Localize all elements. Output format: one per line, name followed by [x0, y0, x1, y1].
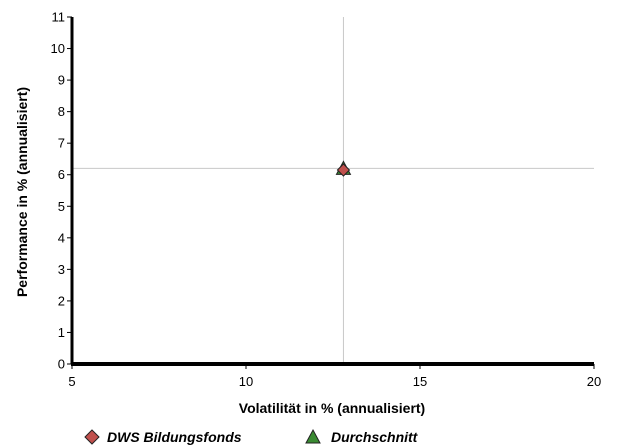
y-tick-label: 3 [58, 262, 65, 277]
x-tick-label: 5 [68, 374, 75, 389]
y-tick-label: 11 [52, 10, 66, 25]
x-tick-label: 10 [239, 374, 253, 389]
x-tick-label: 20 [587, 374, 601, 389]
x-tick-label: 15 [413, 374, 427, 389]
y-tick-label: 0 [58, 357, 65, 372]
data-points [335, 160, 352, 177]
y-tick-label: 2 [58, 293, 65, 308]
y-tick-label: 10 [51, 41, 65, 56]
y-tick-label: 6 [58, 167, 65, 182]
legend-label: DWS Bildungsfonds [107, 429, 242, 445]
y-tick-label: 7 [58, 136, 65, 151]
legend-triangle-icon [305, 428, 321, 444]
y-tick-label: 9 [58, 73, 65, 88]
reference-lines [72, 17, 594, 364]
fund-point [336, 163, 351, 177]
y-tick-label: 8 [58, 104, 65, 119]
legend-label: Durchschnitt [331, 429, 419, 445]
y-tick-label: 1 [58, 325, 65, 340]
x-axis-ticks: 5 10 15 20 [68, 364, 601, 389]
axes [70, 17, 594, 366]
y-axis-title: Performance in % (annualisiert) [14, 87, 30, 297]
x-axis-title: Volatilität in % (annualisiert) [239, 400, 425, 416]
y-tick-label: 5 [58, 199, 65, 214]
y-tick-label: 4 [58, 230, 65, 245]
legend-diamond-icon [84, 429, 100, 445]
legend: DWS Bildungsfonds Durchschnitt [84, 428, 419, 445]
y-axis-ticks: 0 1 2 3 4 5 6 7 8 9 10 11 [51, 10, 72, 372]
